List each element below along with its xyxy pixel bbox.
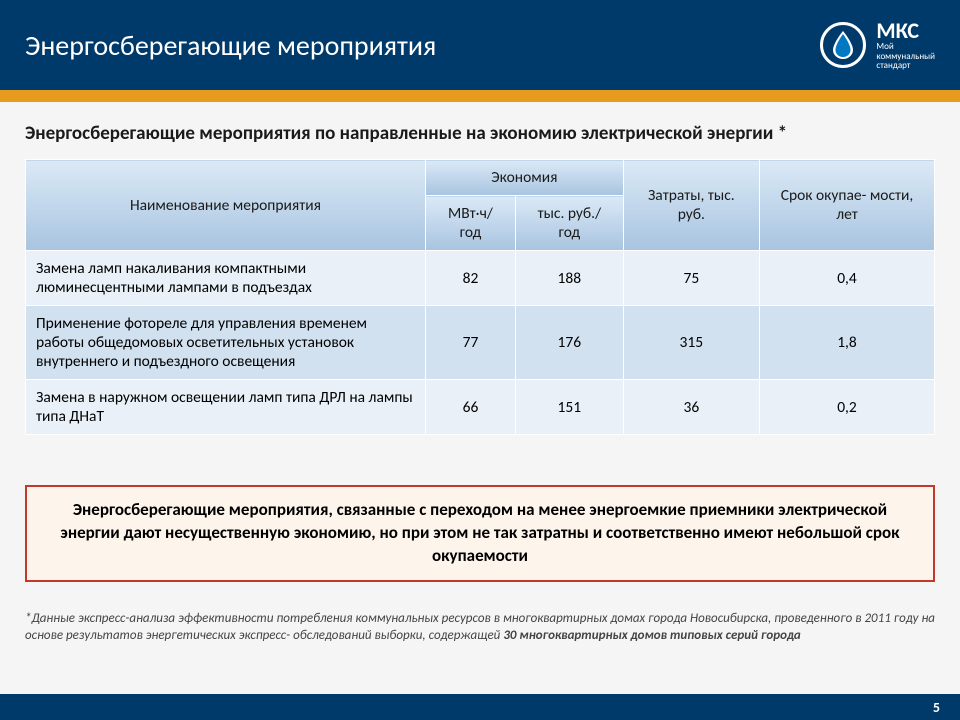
cell-mwh: 66	[425, 380, 515, 435]
logo: МКС Мой коммунальный стандарт	[820, 19, 935, 70]
cell-cost: 36	[623, 380, 759, 435]
name: Применение фотореле для управления време…	[26, 306, 426, 380]
table-head: Наименование мероприятия Экономия Затрат…	[26, 160, 935, 251]
logo-abbrev: МКС	[876, 19, 935, 42]
logo-drop-icon	[820, 22, 866, 68]
header-bar: Энергосберегающие мероприятия МКС Мой ко…	[0, 0, 960, 90]
page-number: 5	[933, 699, 940, 716]
callout-box: Энергосберегающие мероприятия, связанные…	[25, 485, 935, 582]
cell-cost: 315	[623, 306, 759, 380]
table-row: Замена ламп накаливания компактными люми…	[26, 251, 935, 306]
cell-rub: 188	[515, 251, 623, 306]
cell-payback: 1,8	[760, 306, 935, 380]
name: Замена в наружном освещении ламп типа ДР…	[26, 380, 426, 435]
cell-rub: 151	[515, 380, 623, 435]
footnote-bold: 30 многоквартирных домов типовых серий г…	[503, 628, 800, 643]
cell-payback: 0,4	[760, 251, 935, 306]
cell-rub: 176	[515, 306, 623, 380]
col-payback: Срок окупае- мости, лет	[760, 160, 935, 251]
accent-bar	[0, 90, 960, 102]
logo-text: МКС Мой коммунальный стандарт	[876, 19, 935, 70]
table-body: Замена ламп накаливания компактными люми…	[26, 251, 935, 435]
subtitle: Энергосберегающие мероприятия по направл…	[25, 122, 935, 145]
col-economy-rub: тыс. руб./ год	[515, 196, 623, 251]
table-row: Замена в наружном освещении ламп типа ДР…	[26, 380, 935, 435]
name: Замена ламп накаливания компактными люми…	[26, 251, 426, 306]
cell-payback: 0,2	[760, 380, 935, 435]
footer-bar: 5	[0, 694, 960, 720]
cell-mwh: 77	[425, 306, 515, 380]
col-name: Наименование мероприятия	[26, 160, 426, 251]
page-title: Энергосберегающие мероприятия	[25, 28, 436, 63]
data-table: Наименование мероприятия Экономия Затрат…	[25, 159, 935, 435]
footnote: *Данные экспресс-анализа эффективности п…	[25, 610, 935, 645]
col-cost: Затраты, тыс. руб.	[623, 160, 759, 251]
cell-mwh: 82	[425, 251, 515, 306]
main-content: Энергосберегающие мероприятия по направл…	[0, 102, 960, 445]
callout-wrap: Энергосберегающие мероприятия, связанные…	[25, 485, 935, 582]
cell-cost: 75	[623, 251, 759, 306]
logo-line3: стандарт	[876, 61, 935, 70]
col-economy-mwh: МВт·ч/ год	[425, 196, 515, 251]
col-economy-group: Экономия	[425, 160, 623, 196]
table-row: Применение фотореле для управления време…	[26, 306, 935, 380]
